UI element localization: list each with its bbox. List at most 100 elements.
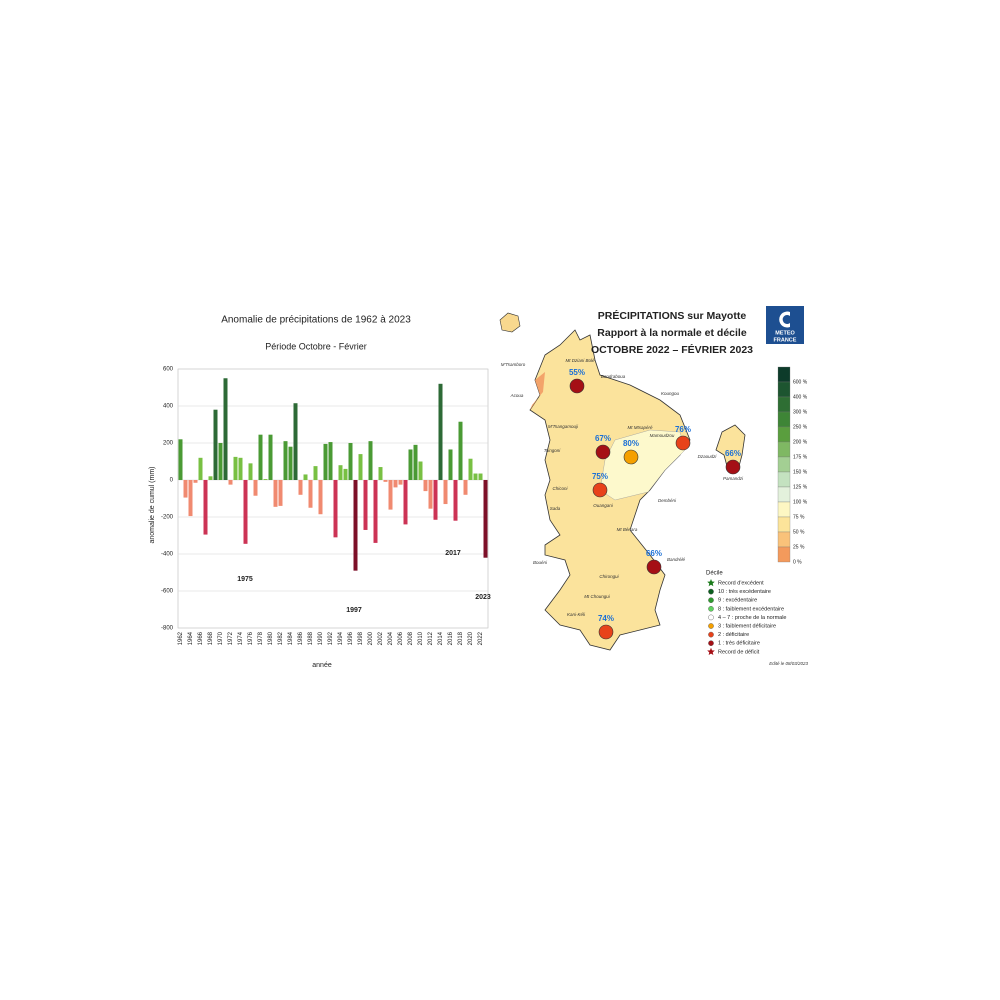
annotation: 1997 xyxy=(346,607,362,614)
y-tick-label: 0 xyxy=(170,478,174,484)
x-tick-label: 1994 xyxy=(338,631,344,645)
x-tick-label: 2012 xyxy=(428,631,434,645)
x-tick-label: 1976 xyxy=(248,631,254,645)
scale-box xyxy=(777,366,791,383)
bar xyxy=(318,480,323,515)
legend-label: 4 – 7 : proche de la normale xyxy=(718,615,787,621)
legend-label: 9 : excédentaire xyxy=(718,598,757,604)
station-marker xyxy=(595,444,611,460)
station-value: 75% xyxy=(592,472,608,481)
bar xyxy=(403,480,408,525)
legend-symbol xyxy=(708,614,714,621)
place-name: Pamandzi xyxy=(723,476,744,481)
bar xyxy=(183,480,188,498)
x-tick-label: 2000 xyxy=(368,631,374,645)
scale-box xyxy=(777,501,791,518)
x-tick-label: 1986 xyxy=(298,631,304,645)
place-name: Ouangani xyxy=(593,503,614,508)
place-name: Dzaoudzi xyxy=(698,454,718,459)
x-tick-label: 2010 xyxy=(418,631,424,645)
bar xyxy=(423,480,428,492)
station-value: 76% xyxy=(675,425,691,434)
annotation: 1975 xyxy=(237,576,253,583)
bar xyxy=(468,458,473,480)
bar xyxy=(453,480,458,521)
scale-box xyxy=(777,381,791,398)
bar xyxy=(343,468,348,480)
scale-box xyxy=(777,411,791,428)
station-marker xyxy=(623,449,639,465)
annotation: 2017 xyxy=(445,550,461,557)
bar xyxy=(443,480,448,505)
x-tick-label: 2018 xyxy=(458,631,464,645)
bar xyxy=(263,479,268,480)
legend-label: Record de déficit xyxy=(718,649,760,655)
y-tick-label: -800 xyxy=(161,626,174,632)
bar xyxy=(353,480,358,571)
bar xyxy=(383,480,388,482)
station-value: 66% xyxy=(646,549,662,558)
bar xyxy=(178,439,183,480)
place-name: Acoua xyxy=(510,393,524,398)
x-tick-label: 1974 xyxy=(238,631,244,645)
scale-label: 25 % xyxy=(793,544,805,550)
bar xyxy=(273,480,278,507)
acoua-zone xyxy=(530,372,545,410)
legend-symbol xyxy=(708,631,714,638)
bar xyxy=(458,421,463,480)
scale-label: 300 % xyxy=(793,409,808,415)
bar xyxy=(248,463,253,480)
bar xyxy=(258,434,263,480)
place-name: Mt Choungui xyxy=(584,594,611,599)
bar xyxy=(268,434,273,480)
y-tick-label: 200 xyxy=(163,441,174,447)
x-tick-label: 1988 xyxy=(308,631,314,645)
legend-symbol xyxy=(708,606,714,612)
station-marker xyxy=(675,435,691,451)
bar xyxy=(198,457,203,480)
place-name: Sada xyxy=(550,506,561,511)
bar xyxy=(188,480,193,517)
legend-symbol xyxy=(708,623,714,629)
bar xyxy=(408,449,413,480)
bar xyxy=(463,480,468,495)
bar xyxy=(253,480,258,496)
map xyxy=(499,306,804,651)
x-tick-label: 1962 xyxy=(178,631,184,645)
scale-label: 75 % xyxy=(793,514,805,520)
scale-label: 150 % xyxy=(793,469,808,475)
legend-title: Décile xyxy=(706,571,723,577)
bar xyxy=(473,473,478,480)
place-name: Mamoudzou xyxy=(650,433,675,438)
bar xyxy=(438,383,443,480)
bar xyxy=(398,480,403,485)
y-tick-label: 400 xyxy=(163,404,174,410)
bar xyxy=(433,480,438,520)
legend-label: 3 : faiblement déficitaire xyxy=(718,623,776,629)
place-name: M'Tsamboro xyxy=(501,362,526,367)
x-tick-label: 2022 xyxy=(478,631,484,645)
logo-text: METEO xyxy=(775,330,795,336)
bar xyxy=(418,461,423,480)
bar xyxy=(413,444,418,480)
station-value: 66% xyxy=(725,449,741,458)
map-title: Rapport à la normale et décile xyxy=(597,327,747,339)
x-tick-label: 1998 xyxy=(358,631,364,645)
x-tick-label: 2004 xyxy=(388,631,394,645)
bar xyxy=(378,467,383,480)
bar xyxy=(388,480,393,510)
legend-symbol xyxy=(708,588,714,595)
x-tick-label: 2008 xyxy=(408,631,414,645)
bar xyxy=(428,480,433,509)
bar xyxy=(293,403,298,480)
scale-box xyxy=(777,456,791,473)
bar xyxy=(348,443,353,480)
x-tick-label: 1968 xyxy=(208,631,214,645)
x-tick-label: 1978 xyxy=(258,631,264,645)
bar xyxy=(283,441,288,480)
scale-label: 400 % xyxy=(793,394,808,400)
place-name: Tsingoni xyxy=(544,448,562,453)
bar xyxy=(338,465,343,480)
